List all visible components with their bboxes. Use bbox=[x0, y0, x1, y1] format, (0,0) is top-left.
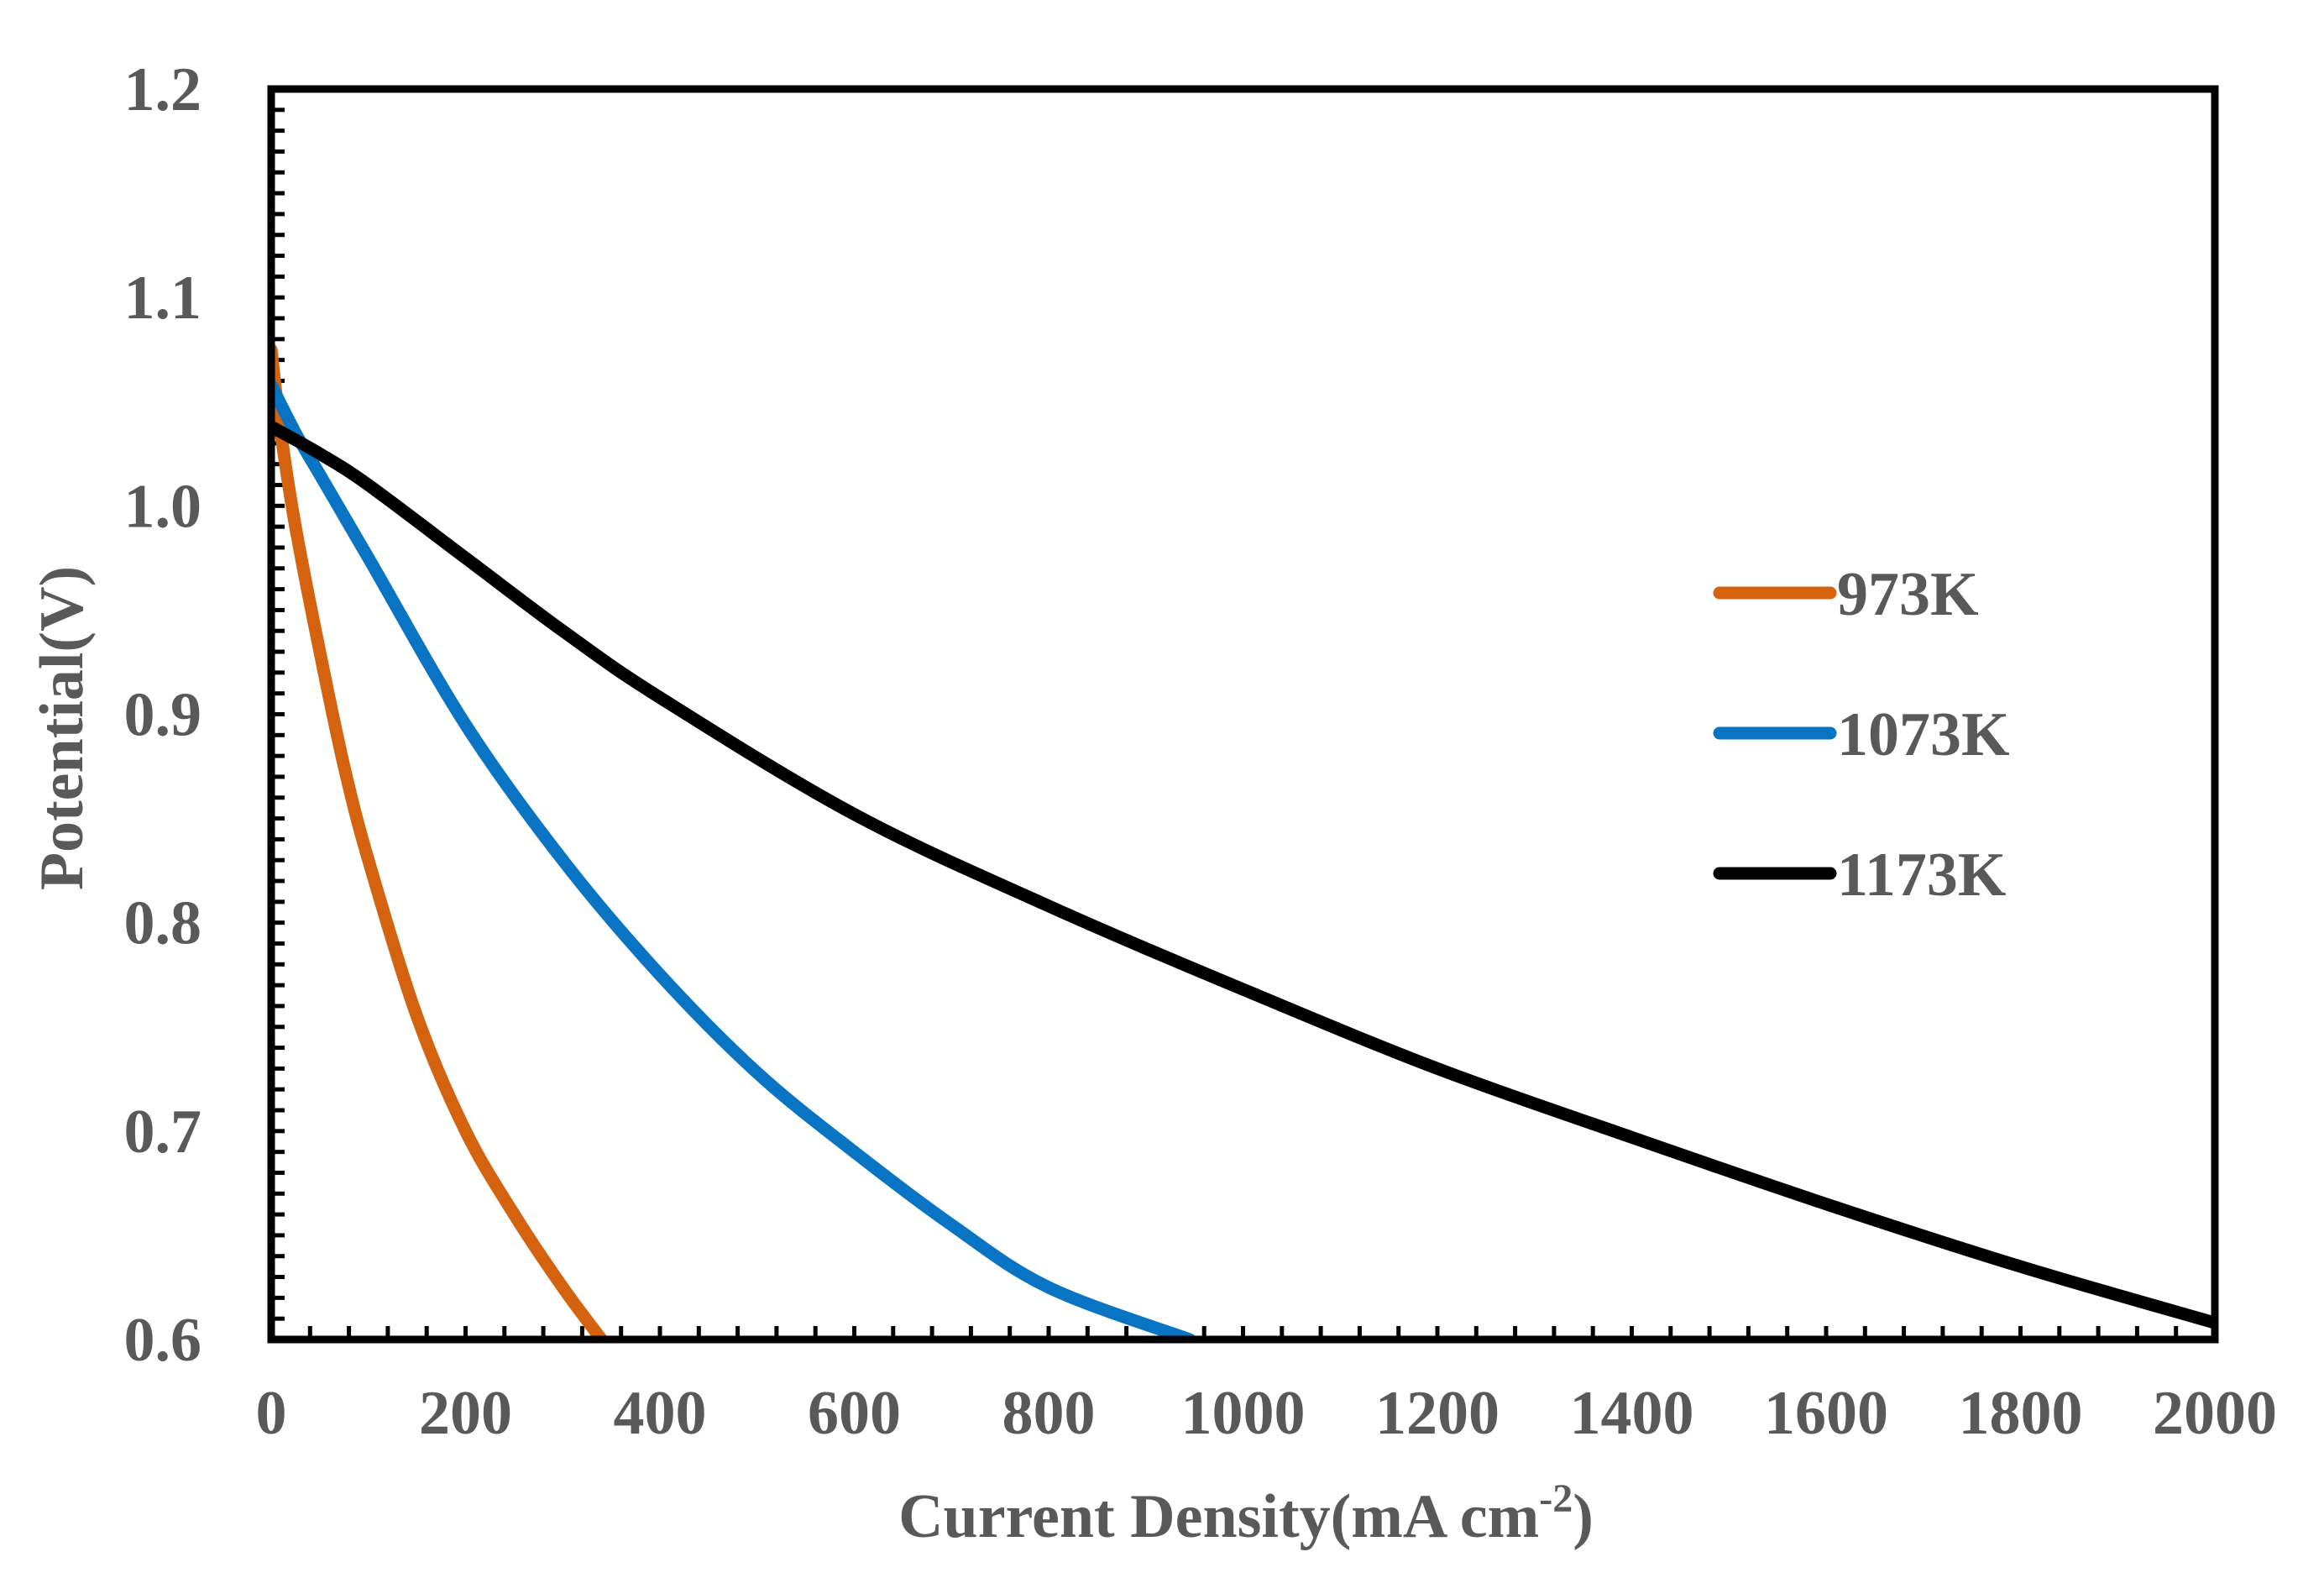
x-axis-tick-labels: 0 200 400 600 800 1000 1200 1400 1600 1800 2000 bbox=[256, 1379, 2278, 1448]
x-tick-label: 1800 bbox=[1959, 1379, 2083, 1448]
y-tick-label: 0.8 bbox=[124, 889, 202, 958]
y-tick-label: 0.6 bbox=[124, 1306, 202, 1375]
x-axis-title-main: Current Density(mA cm bbox=[898, 1482, 1539, 1551]
x-tick-label: 1600 bbox=[1764, 1379, 1888, 1448]
y-axis-title: Potential(V) bbox=[28, 566, 97, 890]
legend: 973K 1073K 1173K bbox=[1713, 560, 2010, 910]
x-tick-label: 2000 bbox=[2153, 1379, 2277, 1448]
series-line-1073K bbox=[271, 378, 1196, 1339]
x-axis-title: Current Density(mA cm-2) bbox=[898, 1476, 1594, 1551]
series-line-973K bbox=[271, 343, 608, 1339]
y-tick-label: 1.0 bbox=[124, 472, 202, 541]
y-tick-label: 1.2 bbox=[124, 55, 202, 124]
plot-frame bbox=[267, 85, 2219, 1344]
x-tick-label: 800 bbox=[1002, 1379, 1096, 1448]
y-tick-label: 1.1 bbox=[124, 264, 202, 333]
legend-label-1073K: 1073K bbox=[1837, 700, 2010, 769]
y-axis-tick-labels: 0.6 0.7 0.8 0.9 1.0 1.1 1.2 bbox=[124, 55, 202, 1375]
x-axis-title-superscript: -2 bbox=[1539, 1476, 1573, 1521]
x-tick-label: 400 bbox=[614, 1379, 707, 1448]
legend-label-1173K: 1173K bbox=[1837, 841, 2006, 910]
x-tick-label: 1400 bbox=[1570, 1379, 1694, 1448]
x-tick-label: 1200 bbox=[1375, 1379, 1500, 1448]
y-tick-label: 0.9 bbox=[124, 681, 202, 750]
x-tick-label: 200 bbox=[419, 1379, 512, 1448]
legend-label-973K: 973K bbox=[1837, 560, 1979, 629]
x-tick-label: 1000 bbox=[1181, 1379, 1306, 1448]
y-tick-label: 0.7 bbox=[124, 1098, 202, 1166]
x-tick-label: 600 bbox=[808, 1379, 901, 1448]
x-axis-title-close: ) bbox=[1573, 1482, 1594, 1551]
series-line-1173K bbox=[271, 420, 2215, 1329]
series-layer bbox=[271, 343, 2215, 1339]
x-tick-label: 0 bbox=[256, 1379, 287, 1448]
